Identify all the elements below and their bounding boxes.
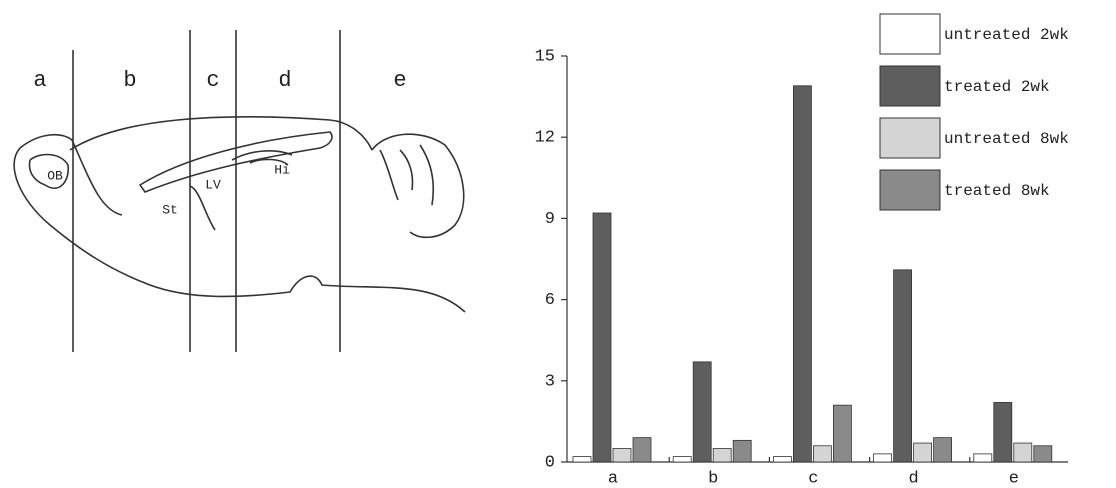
bar [914, 443, 932, 462]
bar [833, 405, 851, 462]
region-label: a [33, 68, 46, 93]
x-tick-label: b [708, 469, 718, 488]
structure-label: Hi [274, 162, 290, 177]
x-tick-label: d [908, 469, 918, 488]
bar [1014, 443, 1032, 462]
structure-label: OB [47, 168, 63, 183]
legend-swatch [880, 170, 940, 210]
region-label: c [206, 68, 219, 93]
y-tick-label: 3 [545, 372, 555, 391]
y-tick-label: 0 [545, 453, 555, 472]
legend-swatch [880, 118, 940, 158]
bar [613, 448, 631, 462]
bar [573, 457, 591, 462]
bar [1034, 446, 1052, 462]
legend-label: treated 8wk [944, 182, 1050, 200]
bar [673, 457, 691, 462]
bar [813, 446, 831, 462]
bar [793, 86, 811, 462]
bar [593, 213, 611, 462]
structure-label: St [162, 202, 178, 217]
bar [934, 438, 952, 462]
figure: a b c d e OB St LV Hi 0 3 6 9 12 15 a b c d e untre… [0, 0, 1116, 488]
x-tick-label: a [608, 469, 618, 488]
region-label: b [123, 68, 136, 93]
region-label: d [278, 68, 291, 93]
x-tick-label: e [1009, 469, 1019, 488]
y-tick-label: 12 [535, 129, 555, 148]
x-tick-label: c [808, 469, 818, 488]
brain-outline [14, 117, 465, 312]
region-label: e [393, 68, 406, 93]
bar [894, 270, 912, 462]
y-tick-label: 6 [545, 291, 555, 310]
bar-chart: 0 3 6 9 12 15 a b c d e untreated 2wk treated 2wk unt… [535, 14, 1069, 488]
structure-label: LV [205, 177, 221, 192]
bar [874, 454, 892, 462]
legend-label: untreated 2wk [944, 26, 1069, 44]
bar [733, 440, 751, 462]
legend-label: untreated 8wk [944, 130, 1069, 148]
legend-swatch [880, 14, 940, 54]
y-tick-label: 15 [535, 47, 555, 66]
bar [994, 402, 1012, 462]
brain-diagram: a b c d e OB St LV Hi [14, 30, 465, 352]
bar [693, 362, 711, 462]
bar [633, 438, 651, 462]
y-tick-label: 9 [545, 210, 555, 229]
bar [974, 454, 992, 462]
legend-swatch [880, 66, 940, 106]
bar [773, 457, 791, 462]
legend-label: treated 2wk [944, 78, 1050, 96]
bar [713, 448, 731, 462]
